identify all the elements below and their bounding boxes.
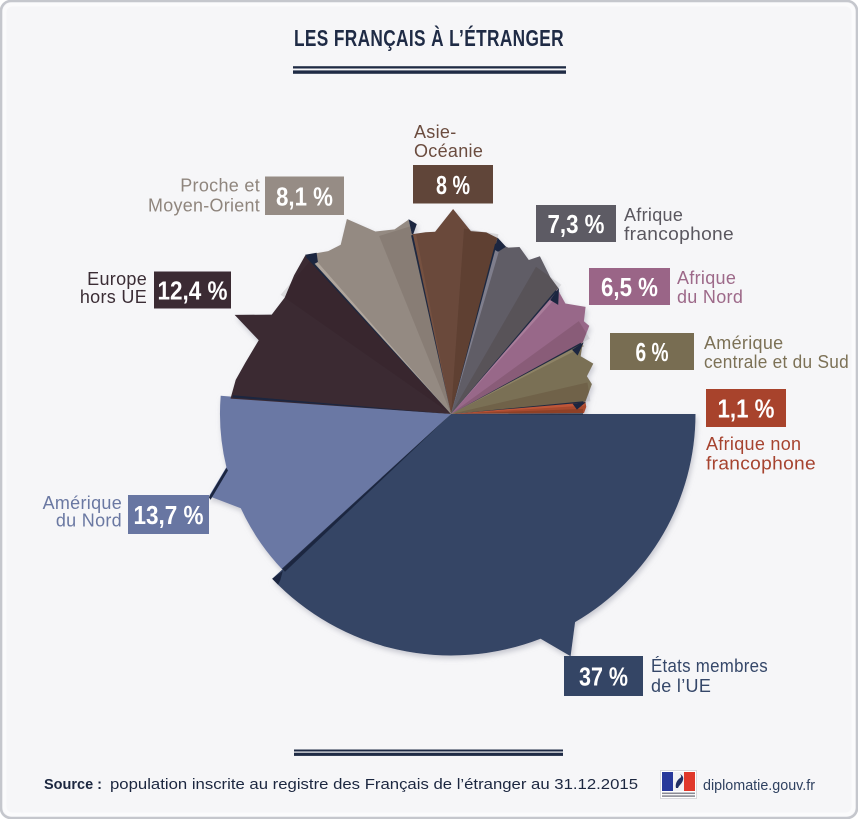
svg-text:du Nord: du Nord [56,511,122,531]
svg-text:de l’UE: de l’UE [651,676,711,696]
svg-text:Amérique: Amérique [704,333,783,353]
svg-text:37 %: 37 % [579,662,628,692]
svg-text:Afrique: Afrique [677,268,736,288]
svg-text:Océanie: Océanie [414,141,483,161]
svg-text:Moyen-Orient: Moyen-Orient [148,196,260,216]
svg-text:Source :: Source : [44,777,102,793]
svg-text:Proche et: Proche et [180,176,260,196]
svg-text:Asie-: Asie- [414,122,457,142]
svg-text:diplomatie.gouv.fr: diplomatie.gouv.fr [703,777,815,794]
svg-text:Amérique: Amérique [43,493,122,513]
svg-text:LES FRANÇAIS À L’ÉTRANGER: LES FRANÇAIS À L’ÉTRANGER [294,24,564,51]
svg-text:7,3 %: 7,3 % [548,209,605,239]
svg-text:Afrique: Afrique [624,205,683,225]
svg-text:6 %: 6 % [636,337,669,367]
svg-text:du Nord: du Nord [677,287,743,307]
svg-text:8,1 %: 8,1 % [276,181,333,211]
svg-text:États membres: États membres [651,656,768,676]
svg-text:francophone: francophone [624,224,734,244]
svg-text:1,1 %: 1,1 % [718,394,775,424]
svg-text:centrale et du Sud: centrale et du Sud [704,352,849,372]
svg-text:12,4 %: 12,4 % [158,276,228,306]
svg-text:Europe: Europe [87,269,147,289]
svg-text:8 %: 8 % [436,170,470,200]
svg-text:6,5 %: 6,5 % [601,272,658,302]
svg-text:hors UE: hors UE [80,287,147,307]
svg-text:population inscrite au registr: population inscrite au registre des Fran… [110,777,638,793]
svg-text:francophone: francophone [706,454,816,474]
svg-text:13,7 %: 13,7 % [134,500,204,530]
svg-text:Afrique non: Afrique non [706,434,801,454]
